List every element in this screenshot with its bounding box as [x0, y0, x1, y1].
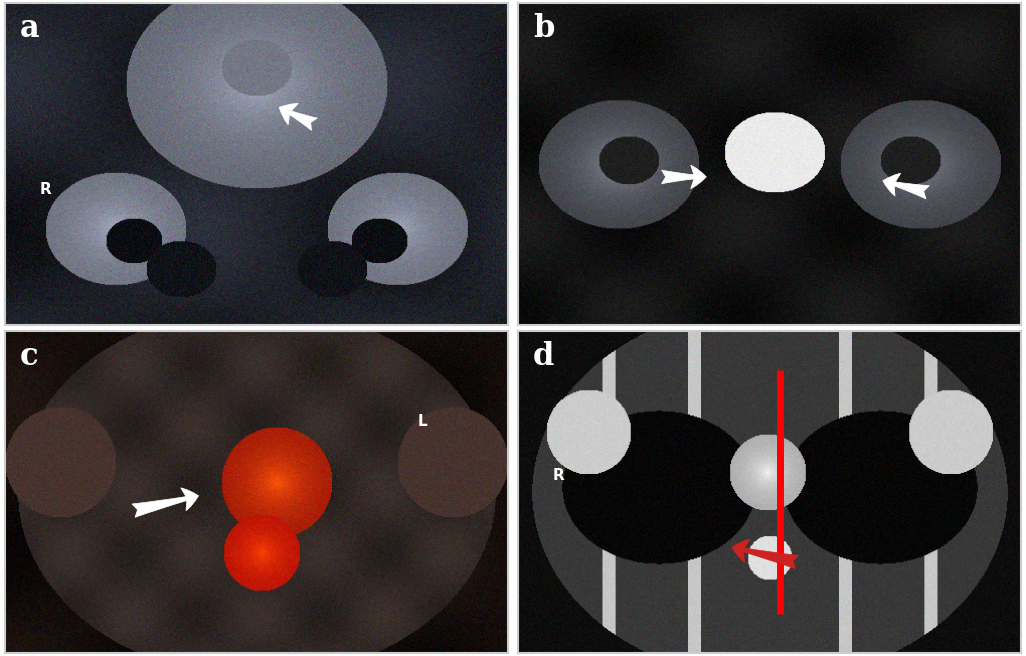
Text: d: d	[534, 341, 554, 372]
Text: R: R	[39, 182, 51, 197]
Text: L: L	[418, 414, 427, 429]
Text: a: a	[21, 13, 40, 44]
Text: c: c	[21, 341, 39, 372]
Text: b: b	[534, 13, 554, 44]
Text: R: R	[552, 468, 564, 483]
